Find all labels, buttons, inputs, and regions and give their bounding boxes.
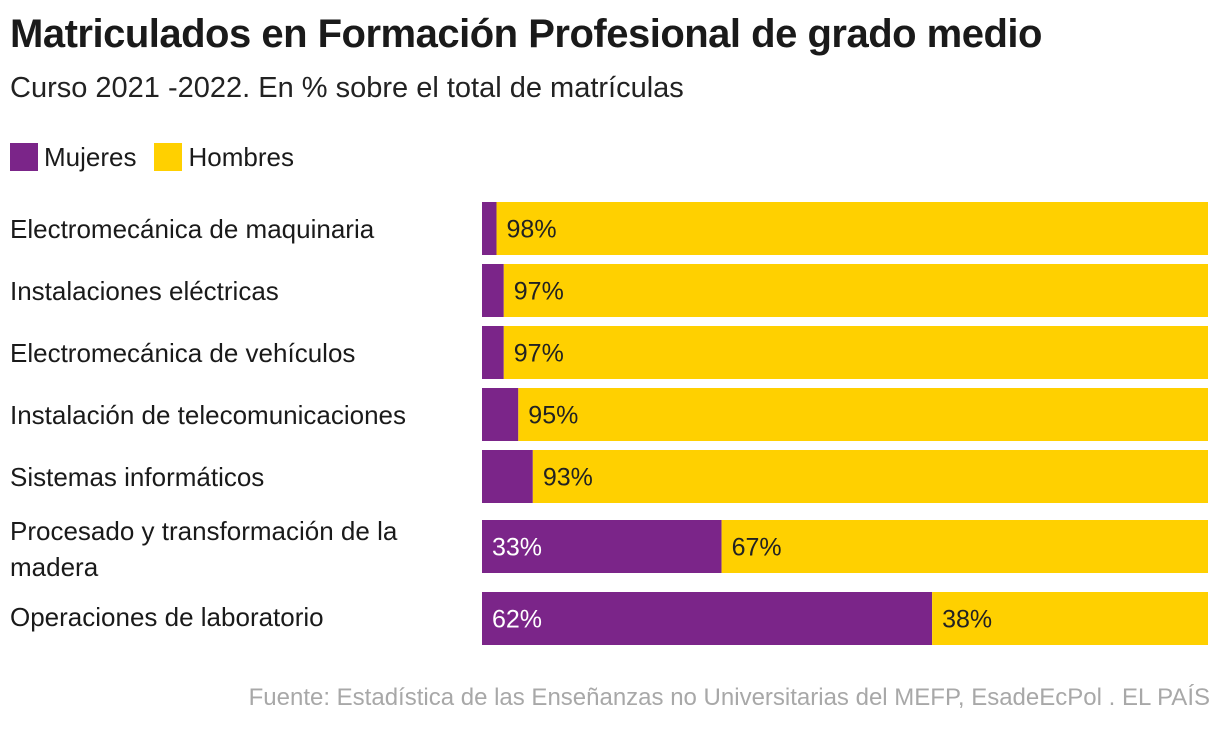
bar-hombres	[503, 264, 1208, 317]
category-label: Sistemas informáticos	[10, 461, 265, 492]
data-label-hombres: 97%	[514, 278, 564, 306]
bar-mujeres	[482, 450, 533, 503]
bar-mujeres	[482, 388, 519, 441]
bar-hombres	[932, 592, 1208, 645]
category-label: Procesado y transformación de la madera	[10, 516, 398, 582]
bar-hombres	[496, 202, 1208, 255]
bar-hombres	[503, 326, 1208, 379]
data-label-hombres: 67%	[732, 534, 782, 562]
legend-label-hombres: Hombres	[188, 141, 294, 172]
legend: Mujeres Hombres	[10, 140, 312, 174]
data-label-hombres: 93%	[543, 464, 593, 492]
category-label: Electromecánica de vehículos	[10, 337, 356, 368]
legend-swatch-mujeres	[10, 143, 38, 171]
data-label-hombres: 98%	[507, 216, 557, 244]
bar-mujeres	[482, 264, 504, 317]
legend-item-mujeres: Mujeres	[10, 142, 136, 173]
data-label-mujeres: 33%	[492, 534, 542, 562]
category-label: Electromecánica de maquinaria	[10, 213, 375, 244]
legend-swatch-hombres	[154, 143, 183, 171]
category-label: Instalaciones eléctricas	[10, 275, 279, 306]
bar-mujeres	[482, 592, 933, 645]
bar-mujeres	[482, 520, 722, 573]
data-label-hombres: 95%	[528, 402, 578, 430]
data-label-hombres: 38%	[942, 606, 992, 634]
source-note: Fuente: Estadística de las Enseñanzas no…	[248, 684, 1210, 711]
bar-hombres	[518, 388, 1208, 441]
category-label: Operaciones de laboratorio	[10, 601, 324, 632]
category-label: Instalación de telecomunicaciones	[10, 399, 407, 430]
chart-subtitle: Curso 2021 -2022. En % sobre el total de…	[10, 72, 684, 104]
data-label-mujeres: 62%	[492, 606, 542, 634]
chart-title: Matriculados en Formación Profesional de…	[10, 12, 1042, 56]
bar-hombres	[721, 520, 1208, 573]
legend-label-mujeres: Mujeres	[44, 141, 137, 172]
legend-item-hombres: Hombres	[154, 141, 294, 173]
data-label-hombres: 97%	[514, 340, 564, 368]
bar-hombres	[532, 450, 1208, 503]
bar-mujeres	[482, 326, 504, 379]
bar-mujeres	[482, 202, 497, 255]
